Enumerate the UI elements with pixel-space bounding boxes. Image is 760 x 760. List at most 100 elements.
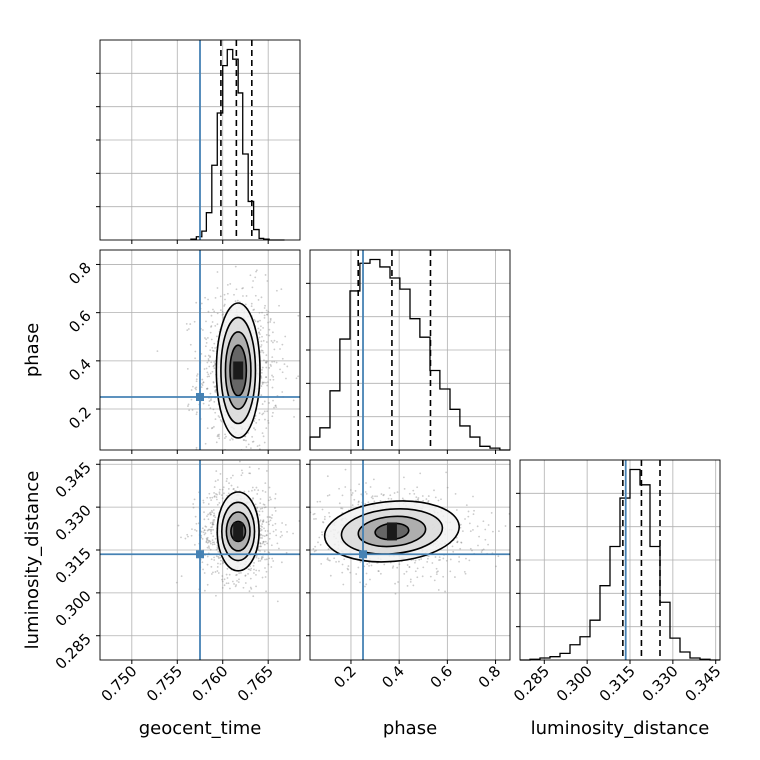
- sample-point: [357, 500, 360, 503]
- sample-point: [213, 364, 215, 367]
- sample-point: [213, 367, 216, 370]
- sample-point: [409, 578, 412, 581]
- sample-point: [417, 498, 419, 501]
- sample-point: [254, 276, 257, 279]
- sample-point: [214, 391, 217, 393]
- sample-point: [210, 314, 213, 317]
- sample-point: [278, 304, 280, 307]
- sample-point: [418, 558, 421, 561]
- sample-point: [254, 428, 257, 431]
- sample-point: [417, 497, 420, 499]
- sample-point: [156, 350, 159, 353]
- sample-point: [398, 563, 401, 566]
- sample-point: [209, 513, 212, 516]
- sample-point: [416, 486, 419, 489]
- sample-point: [272, 378, 275, 381]
- x-tick-label: 0.4: [378, 662, 408, 692]
- sample-point: [269, 319, 272, 321]
- sample-point: [220, 420, 223, 423]
- sample-point: [260, 345, 262, 348]
- y-tick-label: 0.300: [52, 587, 95, 630]
- sample-point: [193, 320, 196, 323]
- density-peak: [233, 361, 244, 380]
- sample-point: [347, 565, 350, 567]
- sample-point: [265, 361, 268, 364]
- sample-point: [469, 530, 472, 533]
- sample-point: [227, 582, 230, 585]
- sample-point: [268, 402, 270, 404]
- sample-point: [438, 556, 441, 559]
- sample-point: [201, 329, 204, 331]
- sample-point: [200, 382, 203, 385]
- sample-point: [293, 416, 295, 418]
- sample-point: [308, 488, 310, 490]
- sample-point: [237, 581, 240, 583]
- sample-point: [210, 530, 212, 533]
- sample-point: [215, 548, 218, 551]
- sample-point: [207, 503, 210, 505]
- sample-point: [283, 363, 286, 366]
- sample-point: [204, 442, 207, 445]
- sample-point: [187, 328, 190, 330]
- sample-point: [259, 545, 262, 548]
- sample-point: [265, 360, 268, 363]
- sample-point: [217, 572, 220, 574]
- y-tick-label: 0.6: [65, 307, 95, 337]
- sample-point: [210, 427, 213, 430]
- sample-point: [438, 559, 440, 561]
- sample-point: [260, 545, 262, 548]
- sample-point: [238, 572, 241, 575]
- sample-point: [256, 493, 259, 495]
- sample-point: [208, 547, 211, 549]
- sample-point: [238, 578, 240, 581]
- sample-point: [205, 537, 208, 540]
- sample-point: [264, 482, 267, 485]
- density-panel-phase-luminosity_distance: [296, 459, 511, 664]
- sample-point: [261, 413, 264, 416]
- sample-point: [421, 495, 424, 497]
- sample-point: [266, 313, 269, 316]
- sample-point: [261, 432, 264, 435]
- sample-point: [189, 323, 192, 325]
- sample-point: [240, 474, 243, 477]
- sample-point: [262, 519, 265, 522]
- sample-point: [219, 563, 222, 565]
- sample-point: [269, 317, 272, 320]
- sample-point: [213, 559, 216, 561]
- sample-point: [216, 546, 219, 549]
- sample-point: [266, 410, 269, 413]
- sample-point: [263, 316, 266, 319]
- sample-point: [463, 571, 466, 573]
- sample-point: [422, 566, 425, 569]
- sample-point: [224, 298, 226, 301]
- sample-point: [273, 360, 276, 363]
- sample-point: [196, 373, 199, 376]
- sample-point: [247, 490, 250, 493]
- sample-point: [206, 496, 209, 499]
- sample-point: [221, 580, 224, 583]
- sample-point: [427, 555, 430, 558]
- sample-point: [255, 554, 258, 557]
- sample-point: [412, 489, 415, 492]
- sample-point: [226, 477, 228, 480]
- sample-point: [255, 269, 258, 272]
- sample-point: [217, 562, 219, 565]
- sample-point: [213, 492, 215, 494]
- sample-point: [327, 559, 330, 562]
- sample-point: [227, 492, 230, 495]
- sample-point: [203, 589, 206, 592]
- sample-point: [262, 520, 264, 522]
- sample-point: [245, 295, 248, 297]
- sample-point: [329, 559, 331, 562]
- sample-point: [234, 585, 237, 588]
- sample-point: [256, 320, 259, 323]
- sample-point: [259, 502, 262, 505]
- sample-point: [280, 288, 283, 291]
- sample-point: [215, 492, 217, 495]
- sample-point: [259, 329, 262, 331]
- sample-point: [296, 542, 298, 544]
- sample-point: [271, 386, 274, 389]
- sample-point: [351, 504, 354, 507]
- sample-point: [210, 399, 212, 402]
- sample-point: [226, 577, 229, 579]
